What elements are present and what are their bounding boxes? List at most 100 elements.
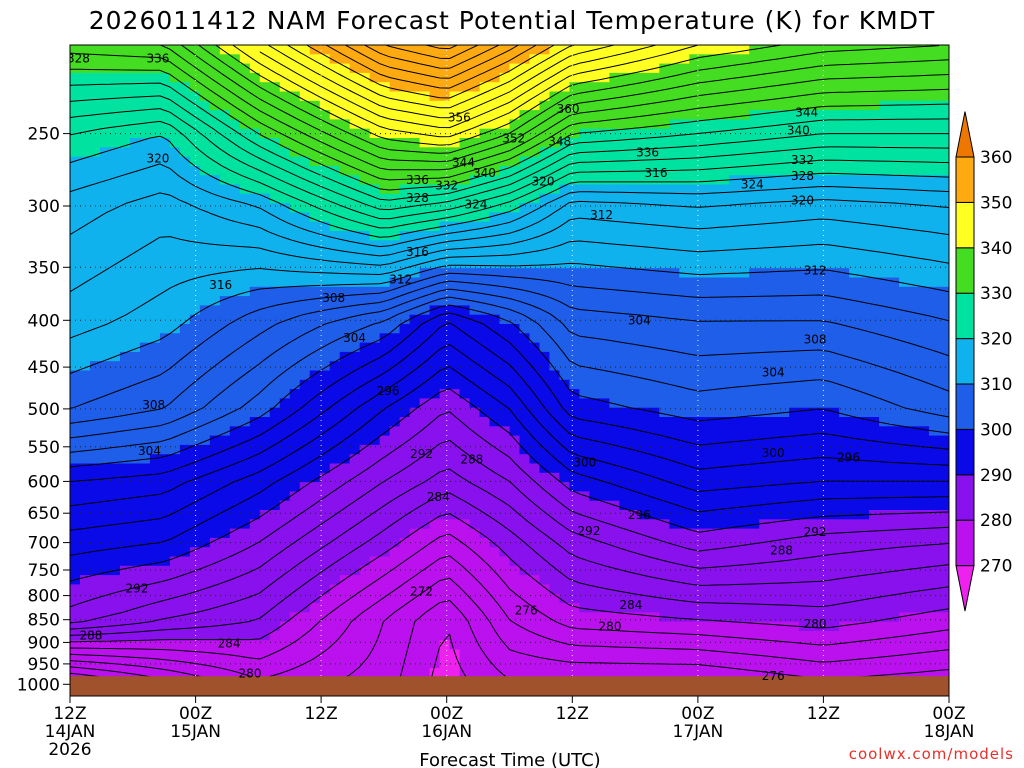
band-cell (229, 370, 241, 381)
band-cell (439, 324, 451, 334)
band-cell (709, 54, 720, 65)
band-cell (829, 417, 840, 427)
band-cell (619, 45, 630, 55)
band-cell (659, 203, 670, 213)
band-cell (629, 361, 640, 372)
band-cell (719, 510, 730, 520)
band-cell (269, 286, 281, 297)
band-cell (769, 417, 780, 427)
band-cell (159, 370, 171, 381)
band-cell (859, 286, 870, 297)
band-cell (649, 128, 660, 139)
band-cell (339, 407, 351, 418)
band-cell (419, 128, 431, 139)
band-cell (279, 426, 291, 437)
band-cell (799, 54, 810, 65)
band-cell (789, 45, 800, 55)
band-cell (179, 472, 191, 483)
band-cell (839, 426, 850, 437)
band-cell (799, 175, 810, 186)
band-cell (359, 565, 371, 576)
band-cell (889, 221, 900, 232)
band-cell (659, 361, 670, 372)
band-cell (819, 119, 830, 130)
band-cell (319, 398, 331, 409)
band-cell (469, 258, 481, 269)
band-cell (79, 63, 91, 74)
band-cell (449, 286, 461, 297)
band-cell (599, 45, 610, 55)
band-cell (649, 500, 660, 511)
band-cell (79, 556, 91, 567)
band-cell (499, 407, 511, 418)
band-cell (789, 221, 800, 232)
band-cell (169, 268, 181, 279)
band-cell (889, 82, 900, 93)
band-cell (829, 286, 840, 297)
band-cell (289, 528, 301, 539)
band-cell (579, 249, 591, 260)
band-cell (549, 314, 561, 325)
band-cell (779, 342, 790, 353)
band-cell (219, 417, 231, 427)
band-cell (289, 221, 301, 232)
band-cell (549, 147, 561, 158)
band-cell (479, 305, 491, 316)
band-cell (669, 519, 680, 530)
band-cell (669, 556, 680, 567)
band-cell (739, 119, 750, 130)
band-cell (359, 193, 371, 204)
band-cell (389, 519, 401, 530)
band-cell (219, 54, 231, 65)
band-cell (569, 351, 581, 362)
band-cell (599, 147, 610, 158)
band-cell (509, 398, 521, 409)
band-cell (879, 277, 890, 288)
band-cell (319, 212, 331, 223)
band-cell (909, 72, 920, 83)
band-cell (819, 482, 830, 492)
band-cell (269, 91, 281, 102)
band-cell (929, 82, 940, 93)
band-cell (209, 500, 221, 511)
band-cell (539, 324, 551, 334)
band-cell (159, 258, 171, 269)
band-cell (919, 510, 930, 520)
band-cell (99, 156, 111, 167)
band-cell (399, 305, 411, 316)
band-cell (199, 258, 211, 269)
band-cell (799, 314, 810, 325)
band-cell (879, 398, 890, 409)
band-cell (769, 165, 780, 176)
band-cell (629, 482, 640, 492)
band-cell (919, 258, 930, 269)
band-cell (929, 398, 940, 409)
band-cell (789, 277, 800, 288)
band-cell (549, 379, 561, 390)
band-cell (849, 435, 860, 446)
band-cell (839, 296, 850, 306)
band-cell (819, 361, 830, 372)
band-cell (649, 398, 660, 409)
band-cell (939, 268, 949, 279)
band-cell (899, 54, 910, 65)
band-cell (509, 407, 521, 418)
band-cell (659, 472, 670, 483)
band-cell (499, 417, 511, 427)
band-cell (269, 212, 281, 223)
band-cell (559, 426, 571, 437)
band-cell (239, 324, 251, 334)
band-cell (539, 193, 551, 204)
band-cell (599, 389, 610, 399)
band-cell (369, 240, 381, 251)
band-cell (119, 351, 131, 362)
band-cell (89, 72, 101, 83)
band-cell (779, 379, 790, 390)
band-cell (759, 54, 770, 65)
band-cell (309, 184, 321, 195)
band-cell (489, 212, 501, 223)
band-cell (399, 547, 411, 558)
band-cell (779, 277, 790, 288)
band-cell (339, 82, 351, 93)
band-cell (249, 351, 261, 362)
